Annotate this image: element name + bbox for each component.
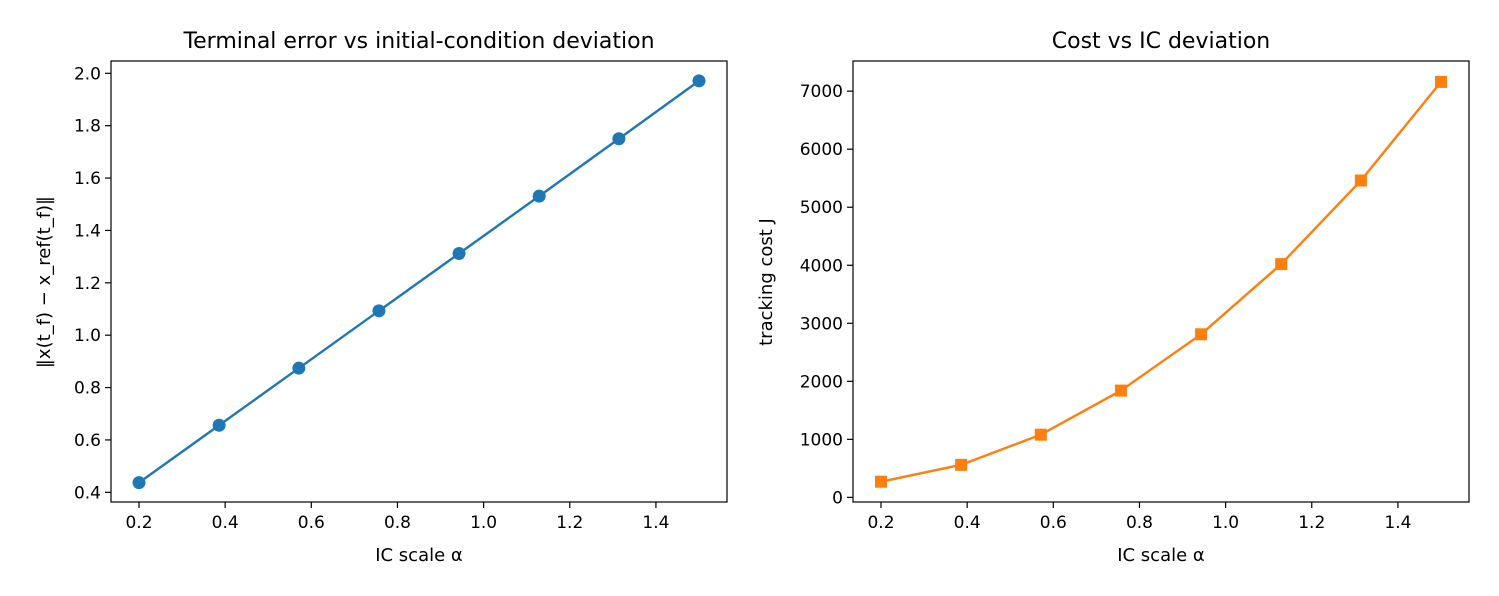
terminal-error-chart: Terminal error vs initial-condition devi… <box>34 29 728 566</box>
x-tick-label: 0.2 <box>867 513 894 533</box>
x-tick-label: 1.2 <box>556 513 583 533</box>
x-tick-label: 1.4 <box>642 513 669 533</box>
data-point <box>372 304 386 318</box>
chart-title: Cost vs IC deviation <box>1052 29 1270 54</box>
x-tick-label: 0.6 <box>298 513 325 533</box>
data-point <box>692 74 706 88</box>
y-tick-label: 6000 <box>800 140 843 160</box>
x-tick-label: 1.0 <box>1212 513 1239 533</box>
x-tick-label: 0.4 <box>212 513 239 533</box>
data-point <box>452 246 466 260</box>
y-tick-label: 1.0 <box>74 326 101 346</box>
plot-frame <box>110 60 728 503</box>
y-tick-label: 2.0 <box>74 64 101 84</box>
y-tick-label: 0.6 <box>74 431 101 451</box>
y-tick-label: 1.8 <box>74 117 101 137</box>
x-tick-label: 1.0 <box>470 513 497 533</box>
x-tick-label: 0.8 <box>1126 513 1153 533</box>
data-point <box>875 475 887 488</box>
data-point <box>532 189 546 203</box>
y-tick-label: 0.8 <box>74 379 101 399</box>
y-tick-label: 1000 <box>800 430 843 450</box>
chart-title: Terminal error vs initial-condition devi… <box>182 29 654 54</box>
x-tick-label: 1.2 <box>1298 513 1325 533</box>
data-point <box>1275 258 1288 271</box>
data-point <box>955 458 968 471</box>
data-point <box>132 476 146 490</box>
y-tick-label: 0.4 <box>74 483 101 503</box>
y-tick-label: 3000 <box>800 314 843 334</box>
y-tick-label: 4000 <box>800 256 843 276</box>
data-point <box>1435 75 1447 88</box>
x-axis-label: IC scale α <box>375 545 463 566</box>
x-tick-label: 0.6 <box>1040 513 1067 533</box>
x-tick-label: 1.4 <box>1384 513 1411 533</box>
y-tick-label: 0 <box>832 488 843 508</box>
data-point <box>292 361 306 375</box>
x-tick-label: 0.4 <box>954 513 981 533</box>
data-point <box>212 418 226 432</box>
tracking-cost-chart: Cost vs IC deviation IC scale α tracking… <box>756 29 1470 566</box>
y-axis-label: ‖x(t_f) − x_ref(t_f)‖ <box>34 196 55 368</box>
data-point <box>1114 384 1127 397</box>
data-point <box>1034 428 1047 441</box>
data-point <box>1195 328 1208 341</box>
y-tick-label: 1.6 <box>74 169 101 189</box>
x-tick-label: 0.8 <box>384 513 411 533</box>
plot-frame <box>852 60 1470 503</box>
y-tick-label: 5000 <box>800 198 843 218</box>
y-tick-label: 2000 <box>800 372 843 392</box>
y-tick-label: 7000 <box>800 82 843 102</box>
data-point <box>612 132 626 146</box>
x-tick-label: 0.2 <box>125 513 152 533</box>
x-axis-label: IC scale α <box>1117 545 1205 566</box>
y-tick-label: 1.4 <box>74 221 101 241</box>
series-line <box>138 79 700 484</box>
y-axis-label: tracking cost J <box>756 218 777 346</box>
series-line <box>880 81 1442 483</box>
data-point <box>1354 174 1367 187</box>
y-tick-label: 1.2 <box>74 274 101 294</box>
